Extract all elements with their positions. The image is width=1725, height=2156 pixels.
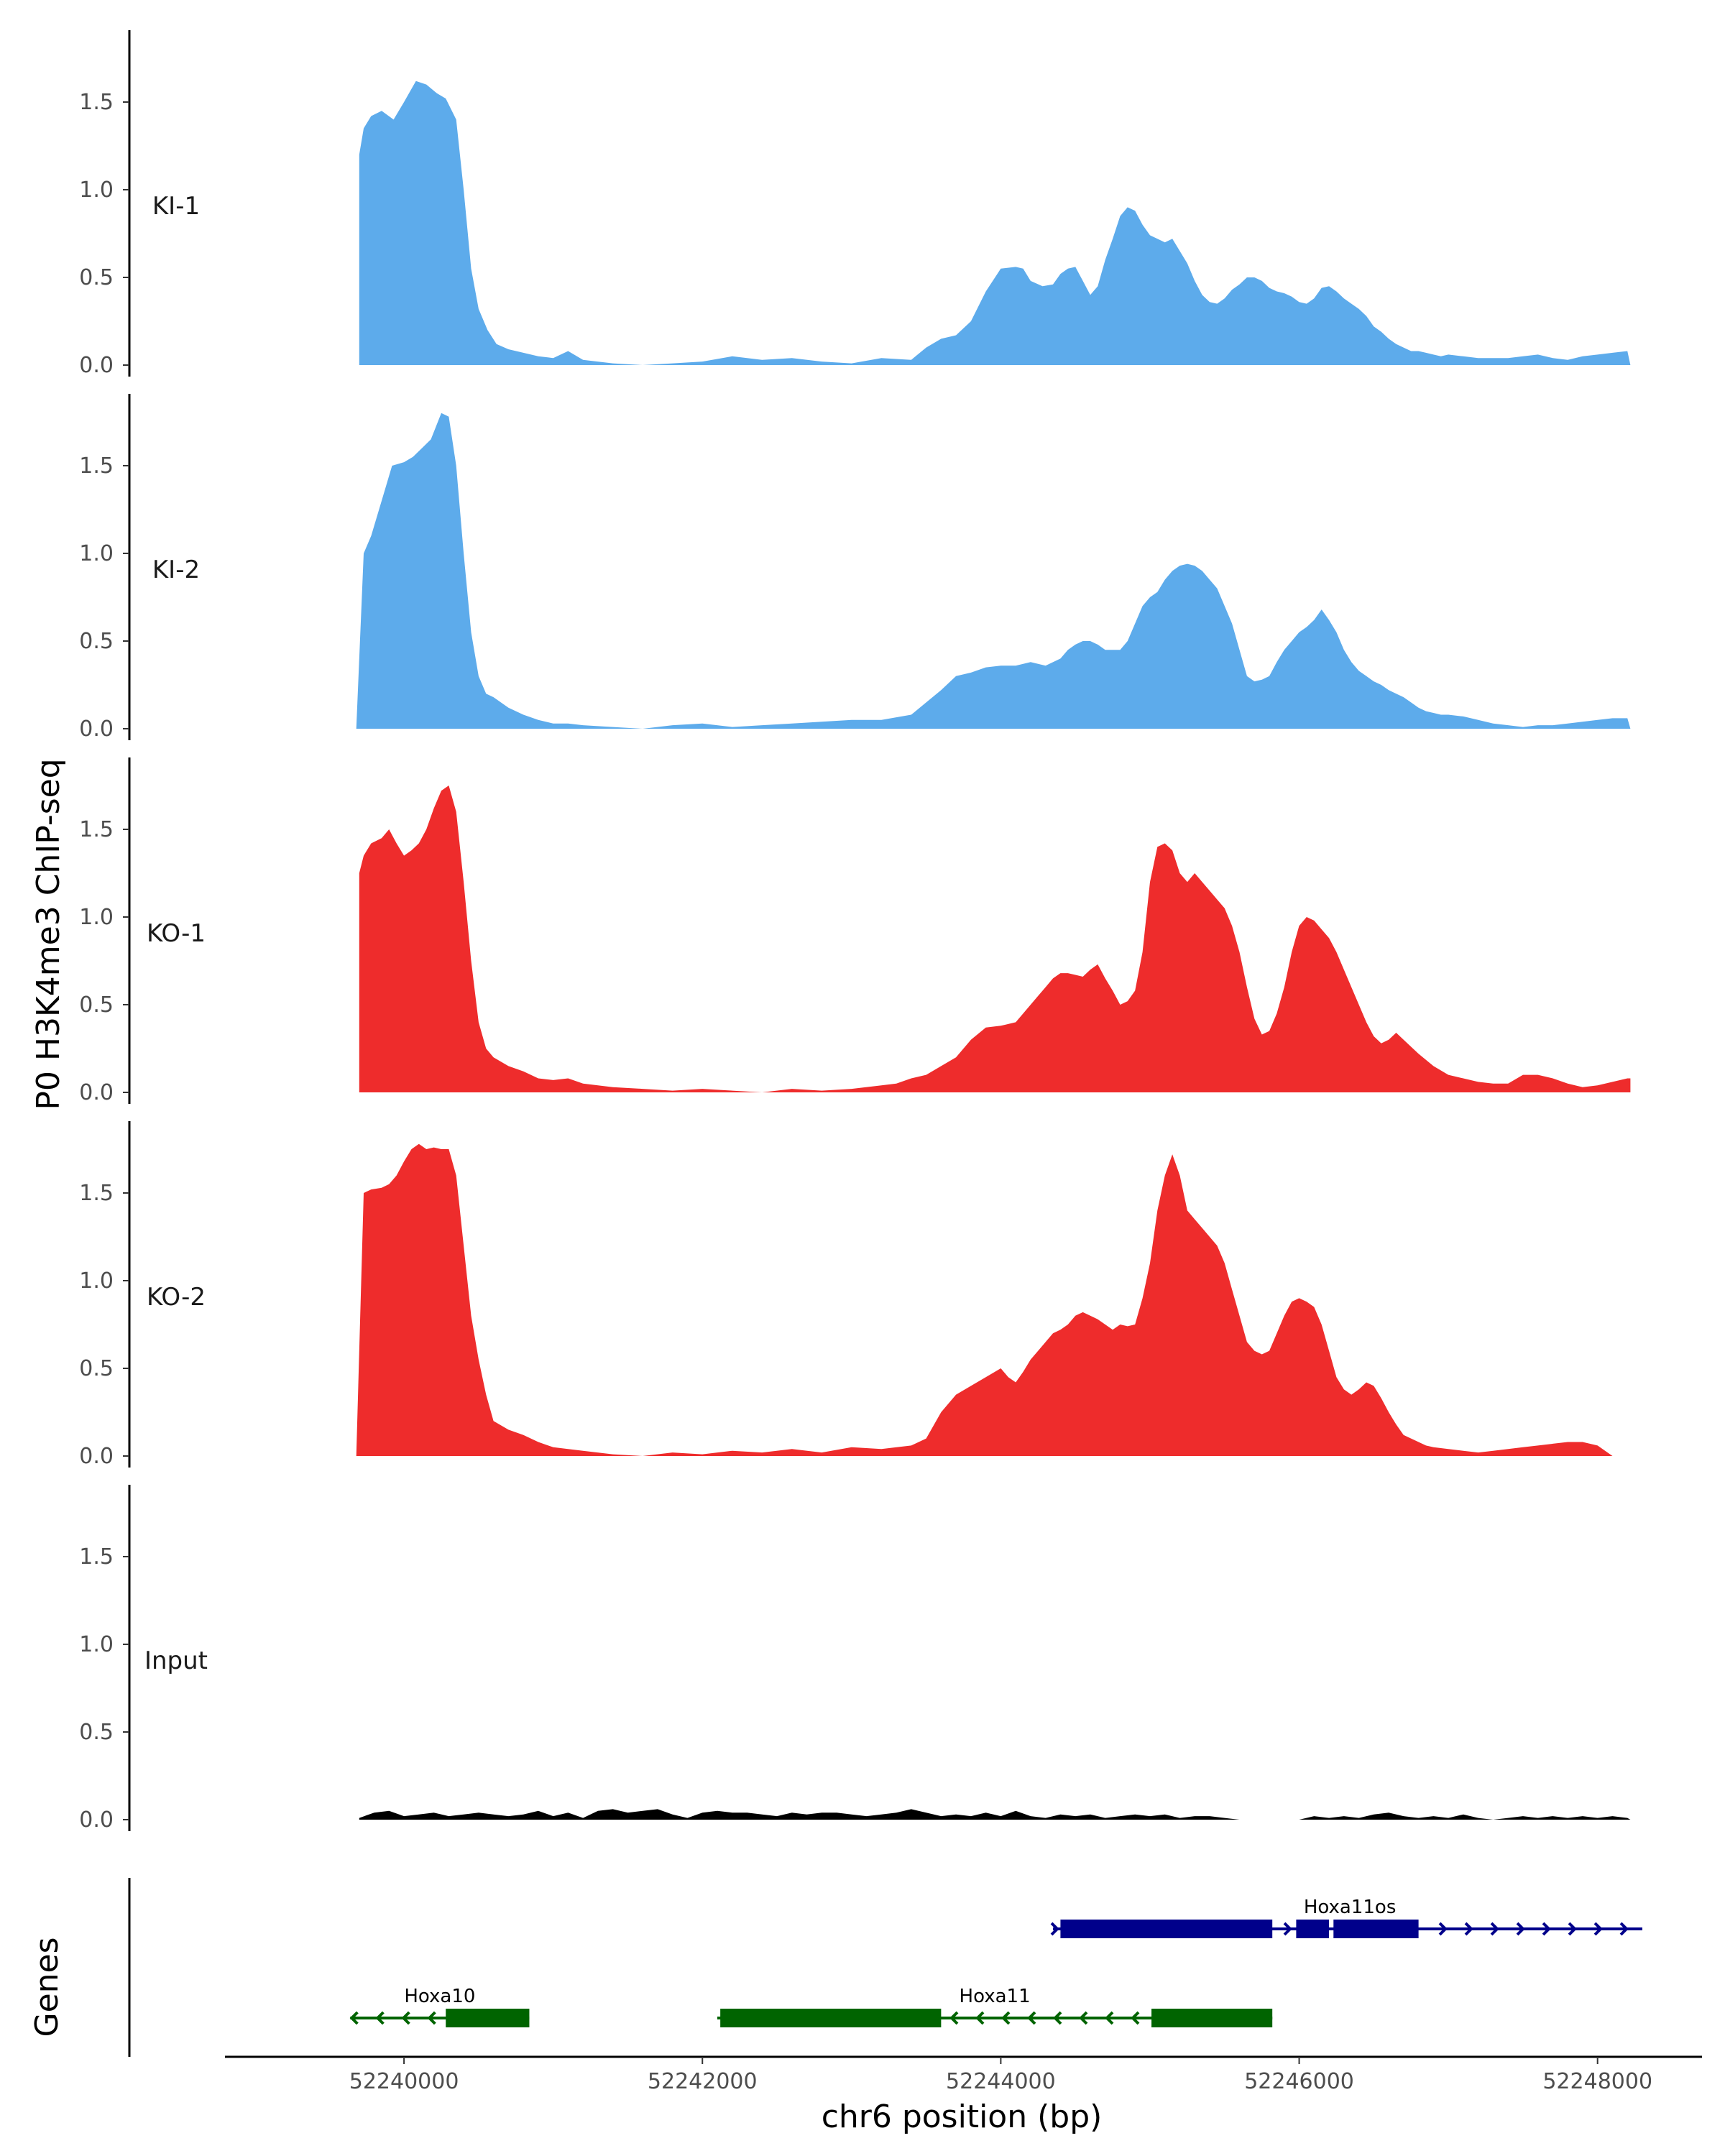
strand-chevron bbox=[1464, 1922, 1473, 1936]
x-tick-label: 52246000 bbox=[1244, 2069, 1354, 2094]
gene-exon bbox=[446, 2009, 530, 2027]
genes-panel-label: Genes bbox=[29, 1937, 65, 2037]
x-tick-label: 52244000 bbox=[946, 2069, 1056, 2094]
track-label: KI-1 bbox=[152, 192, 200, 221]
y-tick-label: 1.5 bbox=[79, 453, 114, 479]
strand-chevron bbox=[349, 2011, 359, 2025]
signal-area-ki-2 bbox=[356, 413, 1631, 729]
strand-chevron bbox=[1027, 2011, 1036, 2025]
tracks-layer: 0.0 0.5 1.0 1.5 KI-1 0.0 0.5 1.0 1.5 KI-2 0.0 0.5 1.… bbox=[79, 30, 1631, 1833]
x-axis-title: chr6 position (bp) bbox=[822, 2099, 1103, 2135]
track-label: KO-1 bbox=[147, 919, 206, 948]
strand-chevron bbox=[1490, 1922, 1499, 1936]
y-tick-label: 0.0 bbox=[79, 717, 114, 742]
strand-chevron bbox=[375, 2011, 385, 2025]
y-tick-label: 0.0 bbox=[79, 353, 114, 378]
gene-label: Hoxa11 bbox=[960, 1986, 1031, 2007]
strand-chevron bbox=[1283, 1922, 1292, 1936]
y-tick-label: 1.0 bbox=[79, 541, 114, 566]
track-ko-2: 0.0 0.5 1.0 1.5 KO-2 bbox=[79, 1121, 1613, 1469]
signal-area-input bbox=[359, 1809, 1631, 1820]
gene-exon bbox=[1333, 1920, 1419, 1938]
y-tick-label: 0.0 bbox=[79, 1807, 114, 1833]
strand-chevron bbox=[949, 2011, 959, 2025]
strand-chevron bbox=[1079, 2011, 1088, 2025]
y-tick-label: 0.5 bbox=[79, 1720, 114, 1745]
y-tick-label: 0.0 bbox=[79, 1080, 114, 1105]
gene-exon bbox=[720, 2009, 942, 2027]
track-ki-1: 0.0 0.5 1.0 1.5 KI-1 bbox=[79, 30, 1631, 378]
y-tick-label: 1.0 bbox=[79, 178, 114, 203]
y-tick-label: 0.5 bbox=[79, 992, 114, 1018]
strand-chevron bbox=[1131, 2011, 1140, 2025]
x-axis: 52240000 52242000 52244000 52246000 52248000 bbox=[225, 2055, 1702, 2094]
y-tick-label: 1.5 bbox=[79, 1181, 114, 1206]
strand-chevron bbox=[427, 2011, 436, 2025]
y-tick-label: 0.5 bbox=[79, 265, 114, 290]
track-label: Input bbox=[144, 1646, 208, 1675]
gene-hoxa11os: Hoxa11os bbox=[1050, 1897, 1642, 1938]
strand-chevron bbox=[1105, 2011, 1114, 2025]
track-ko-1: 0.0 0.5 1.0 1.5 KO-1 bbox=[79, 757, 1631, 1105]
gene-exon bbox=[1296, 1920, 1330, 1938]
strand-chevron bbox=[1593, 1922, 1603, 1936]
y-tick-label: 0.0 bbox=[79, 1444, 114, 1469]
track-input: 0.0 0.5 1.0 1.5 Input bbox=[79, 1485, 1631, 1833]
strand-chevron bbox=[1001, 2011, 1011, 2025]
x-tick-label: 52248000 bbox=[1542, 2069, 1652, 2094]
strand-chevron bbox=[1050, 1922, 1059, 1936]
gene-hoxa11: Hoxa11 bbox=[717, 1986, 1273, 2027]
y-axis-title: P0 H3K4me3 ChIP-seq bbox=[30, 758, 67, 1110]
y-tick-label: 0.5 bbox=[79, 629, 114, 654]
strand-chevron bbox=[975, 2011, 985, 2025]
track-label: KI-2 bbox=[152, 556, 200, 584]
y-tick-label: 1.0 bbox=[79, 1268, 114, 1294]
x-tick-label: 52240000 bbox=[349, 2069, 459, 2094]
y-tick-label: 1.0 bbox=[79, 905, 114, 930]
gene-label: Hoxa11os bbox=[1304, 1897, 1397, 1918]
gene-label: Hoxa10 bbox=[404, 1986, 475, 2007]
y-tick-label: 1.5 bbox=[79, 90, 114, 115]
gene-exon bbox=[1151, 2009, 1273, 2027]
gene-exon bbox=[1060, 1920, 1273, 1938]
signal-area-ko-1 bbox=[359, 786, 1631, 1092]
strand-chevron bbox=[1516, 1922, 1525, 1936]
track-ki-2: 0.0 0.5 1.0 1.5 KI-2 bbox=[79, 394, 1631, 742]
y-tick-label: 1.5 bbox=[79, 817, 114, 842]
y-tick-label: 0.5 bbox=[79, 1356, 114, 1381]
y-tick-label: 1.0 bbox=[79, 1632, 114, 1657]
signal-area-ki-1 bbox=[359, 80, 1631, 365]
y-tick-label: 1.5 bbox=[79, 1544, 114, 1570]
track-label: KO-2 bbox=[147, 1283, 206, 1312]
strand-chevron bbox=[1542, 1922, 1551, 1936]
strand-chevron bbox=[401, 2011, 410, 2025]
x-tick-label: 52242000 bbox=[648, 2069, 758, 2094]
genes-panel: Genes Hoxa11os Hoxa10 Hoxa11 bbox=[29, 1878, 1642, 2057]
gene-hoxa10: Hoxa10 bbox=[349, 1986, 530, 2027]
signal-area-ko-2 bbox=[356, 1143, 1613, 1456]
strand-chevron bbox=[1568, 1922, 1577, 1936]
strand-chevron bbox=[1619, 1922, 1629, 1936]
strand-chevron bbox=[1053, 2011, 1062, 2025]
strand-chevron bbox=[1438, 1922, 1448, 1936]
